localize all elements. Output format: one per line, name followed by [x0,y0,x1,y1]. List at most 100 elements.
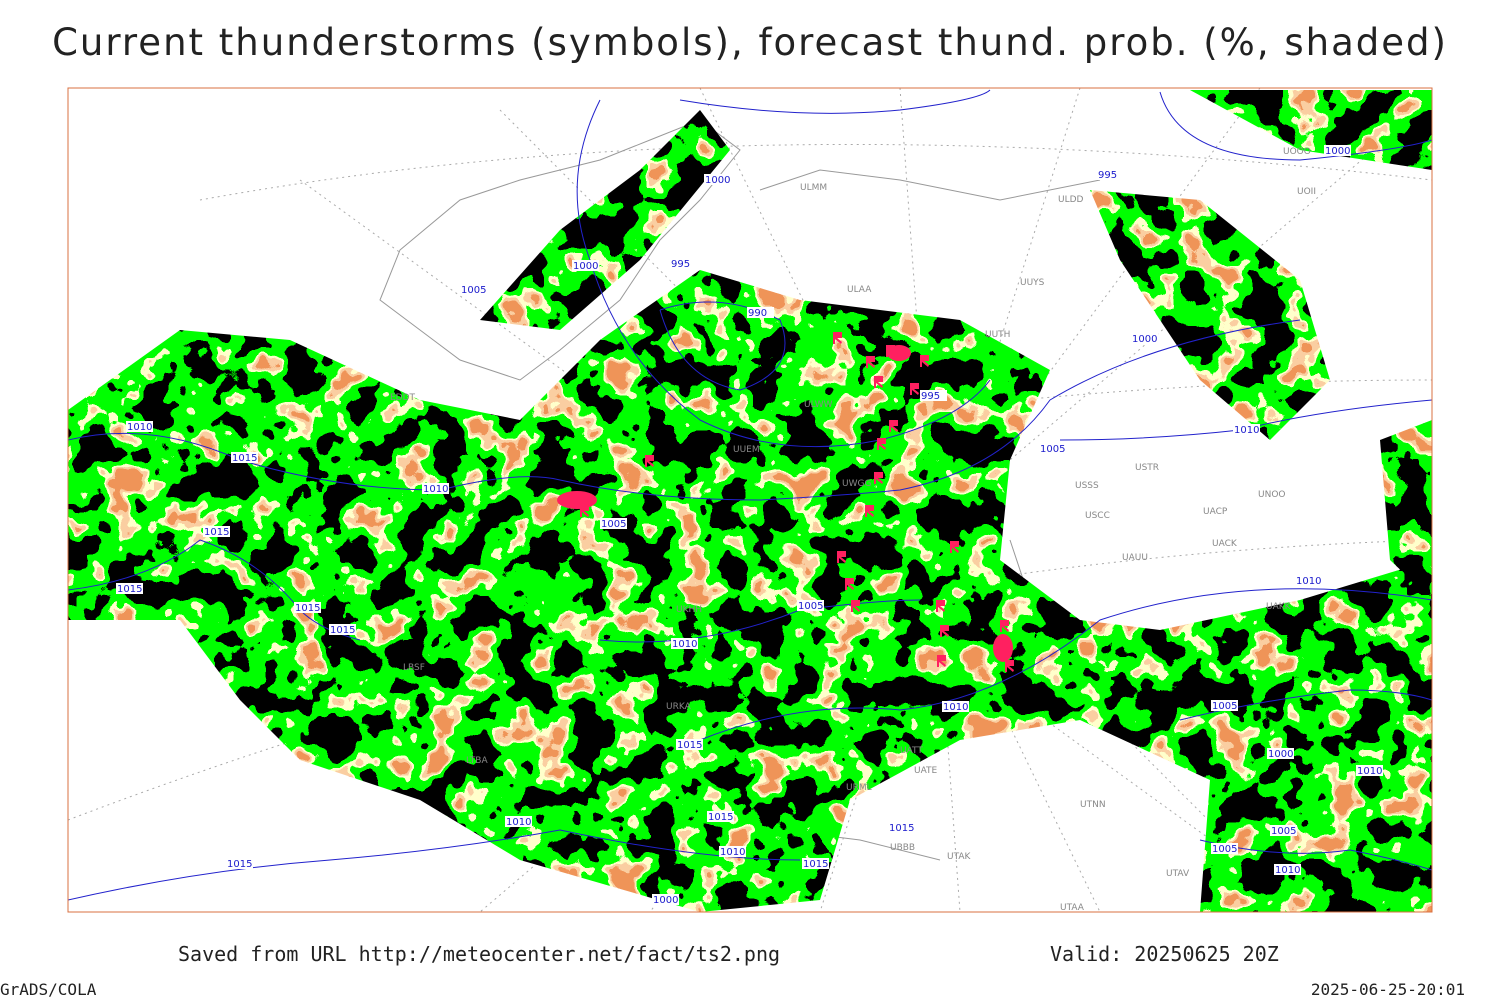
isobar-label-bg [1039,443,1066,454]
isobar-label: 1010 [506,817,531,828]
isobar-label: 1010 [1234,425,1259,436]
isobar-label: 1010 [423,484,448,495]
isobar-label-bg [652,894,679,905]
thunderstorm-symbol [950,541,959,553]
station-label: ULWW [804,400,833,410]
isobar-label-bg [671,638,698,649]
station-label: URKA [666,702,692,712]
timestamp: 2025-06-25-20:01 [1311,980,1465,999]
isobar-label: 1015 [889,823,914,834]
thunderstorm-symbol [845,578,854,590]
isobar-label: 1015 [227,859,252,870]
station-label: UKHH [676,605,702,615]
isobar-label-bg [942,701,969,712]
map-area: ULMM ULAA UUYS UUTH ULWW UUEM UWGG USSS USTR UNOO… [68,88,1432,912]
station-label: URML [846,783,872,793]
thunderstorm-symbol [866,356,875,368]
station-label: ULMM [800,183,827,193]
thunderstorm-symbol [865,505,874,517]
isobar-label-bg [1211,843,1238,854]
isobar-label-bg [888,822,915,833]
isobar-label-bg [126,421,153,432]
station-label: UATT [900,746,923,756]
isobar-label-bg [422,483,449,494]
thunderstorm-symbol [1005,660,1014,672]
isobar-label-bg [1131,333,1158,344]
isobar-label-bg [676,739,703,750]
station-label: ULDD [1058,195,1084,205]
station-label: UATE [914,766,938,776]
isobar-label: 1005 [798,601,823,612]
thunderstorm-symbol [937,655,946,667]
thunderstorm-symbols [557,332,1014,672]
isobar-label: 1000 [1268,749,1293,760]
isobar-label: 1010 [127,422,152,433]
isobar-label-bg [1270,825,1297,836]
isobar-label: 1010 [943,702,968,713]
station-label: UTAV [1166,869,1190,879]
thunderstorm-symbol [645,455,654,467]
thunderstorm-symbol [1000,620,1009,632]
thunderstorm-symbol [837,551,846,563]
isobar-label-bg [1233,424,1260,435]
isobar-label: 1005 [1040,444,1065,455]
station-label: UBBB [890,843,915,853]
isobar-label: 1015 [232,453,257,464]
thunderstorm-symbol [920,355,929,367]
station-label: UUEM [733,445,760,455]
isobar-label-bg [1274,864,1301,875]
source-url: Saved from URL http://meteocenter.net/fa… [178,942,780,966]
isobar-label: 1015 [330,625,355,636]
station-label: UNOO [1258,490,1286,500]
thunderstorm-symbol [889,420,898,432]
isobar-label-bg [203,526,230,537]
station-label: LBSF [403,663,425,673]
isobar-label: 1005 [601,519,626,530]
station-label: UUTH [985,330,1010,340]
thunderstorm-cluster [557,491,597,509]
station-label: UTAK [947,852,972,862]
isobar-label-bg [747,307,774,318]
isobar-label: 1010 [1296,576,1321,587]
isobar-label-bg [116,583,143,594]
isobar-label: 1005 [1212,844,1237,855]
thunderstorm-symbol [877,438,886,450]
station-label: UUYS [1020,278,1045,288]
station-labels: ULMM ULAA UUYS UUTH ULWW UUEM UWGG USSS USTR UNOO… [390,147,1316,912]
valid-time: Valid: 20250625 20Z [1050,942,1279,966]
isobar-label: 1015 [803,859,828,870]
thunderstorm-symbol [833,332,842,344]
isobar-label: 1010 [1357,766,1382,777]
station-label: UOII [1297,187,1316,197]
thunderstorm-symbol [910,383,919,395]
thunderstorm-symbol [851,600,860,612]
isobar-label: 1000 [705,175,730,186]
station-label: UACP [1203,507,1228,517]
isobar-label: 1005 [1271,826,1296,837]
station-label: LTBA [466,756,488,766]
isobar-label-bg [226,858,253,869]
isobar-label: 995 [1098,170,1117,181]
thunderstorm-symbol [874,376,883,388]
isobar-label-bg [1267,748,1294,759]
software-credit: GrADS/COLA [0,980,97,999]
isobar-label-bg [329,624,356,635]
station-label: USTR [1135,463,1159,473]
isobar-label-bg [797,600,824,611]
isobar-label: 1005 [1212,701,1237,712]
station-label: UACK [1212,539,1238,549]
isobar-label: 995 [921,391,940,402]
isobar-label: 995 [671,259,690,270]
isobar-label-bg [505,816,532,827]
isobar-label-bg [719,846,746,857]
isobar-label-bg [231,452,258,463]
isobar-label-bg [460,284,487,295]
isobar-label-bg [1211,700,1238,711]
isobar-label-bg [1295,575,1322,586]
isobar-label: 1015 [708,812,733,823]
isobar-label: 1000 [1132,334,1157,345]
isobar-label-bg [707,811,734,822]
isobar-labels: 1000 1000 1000 1000 1000 1000 995 995 995 990 1005… [116,145,1383,906]
isobar-label-bg [600,518,627,529]
